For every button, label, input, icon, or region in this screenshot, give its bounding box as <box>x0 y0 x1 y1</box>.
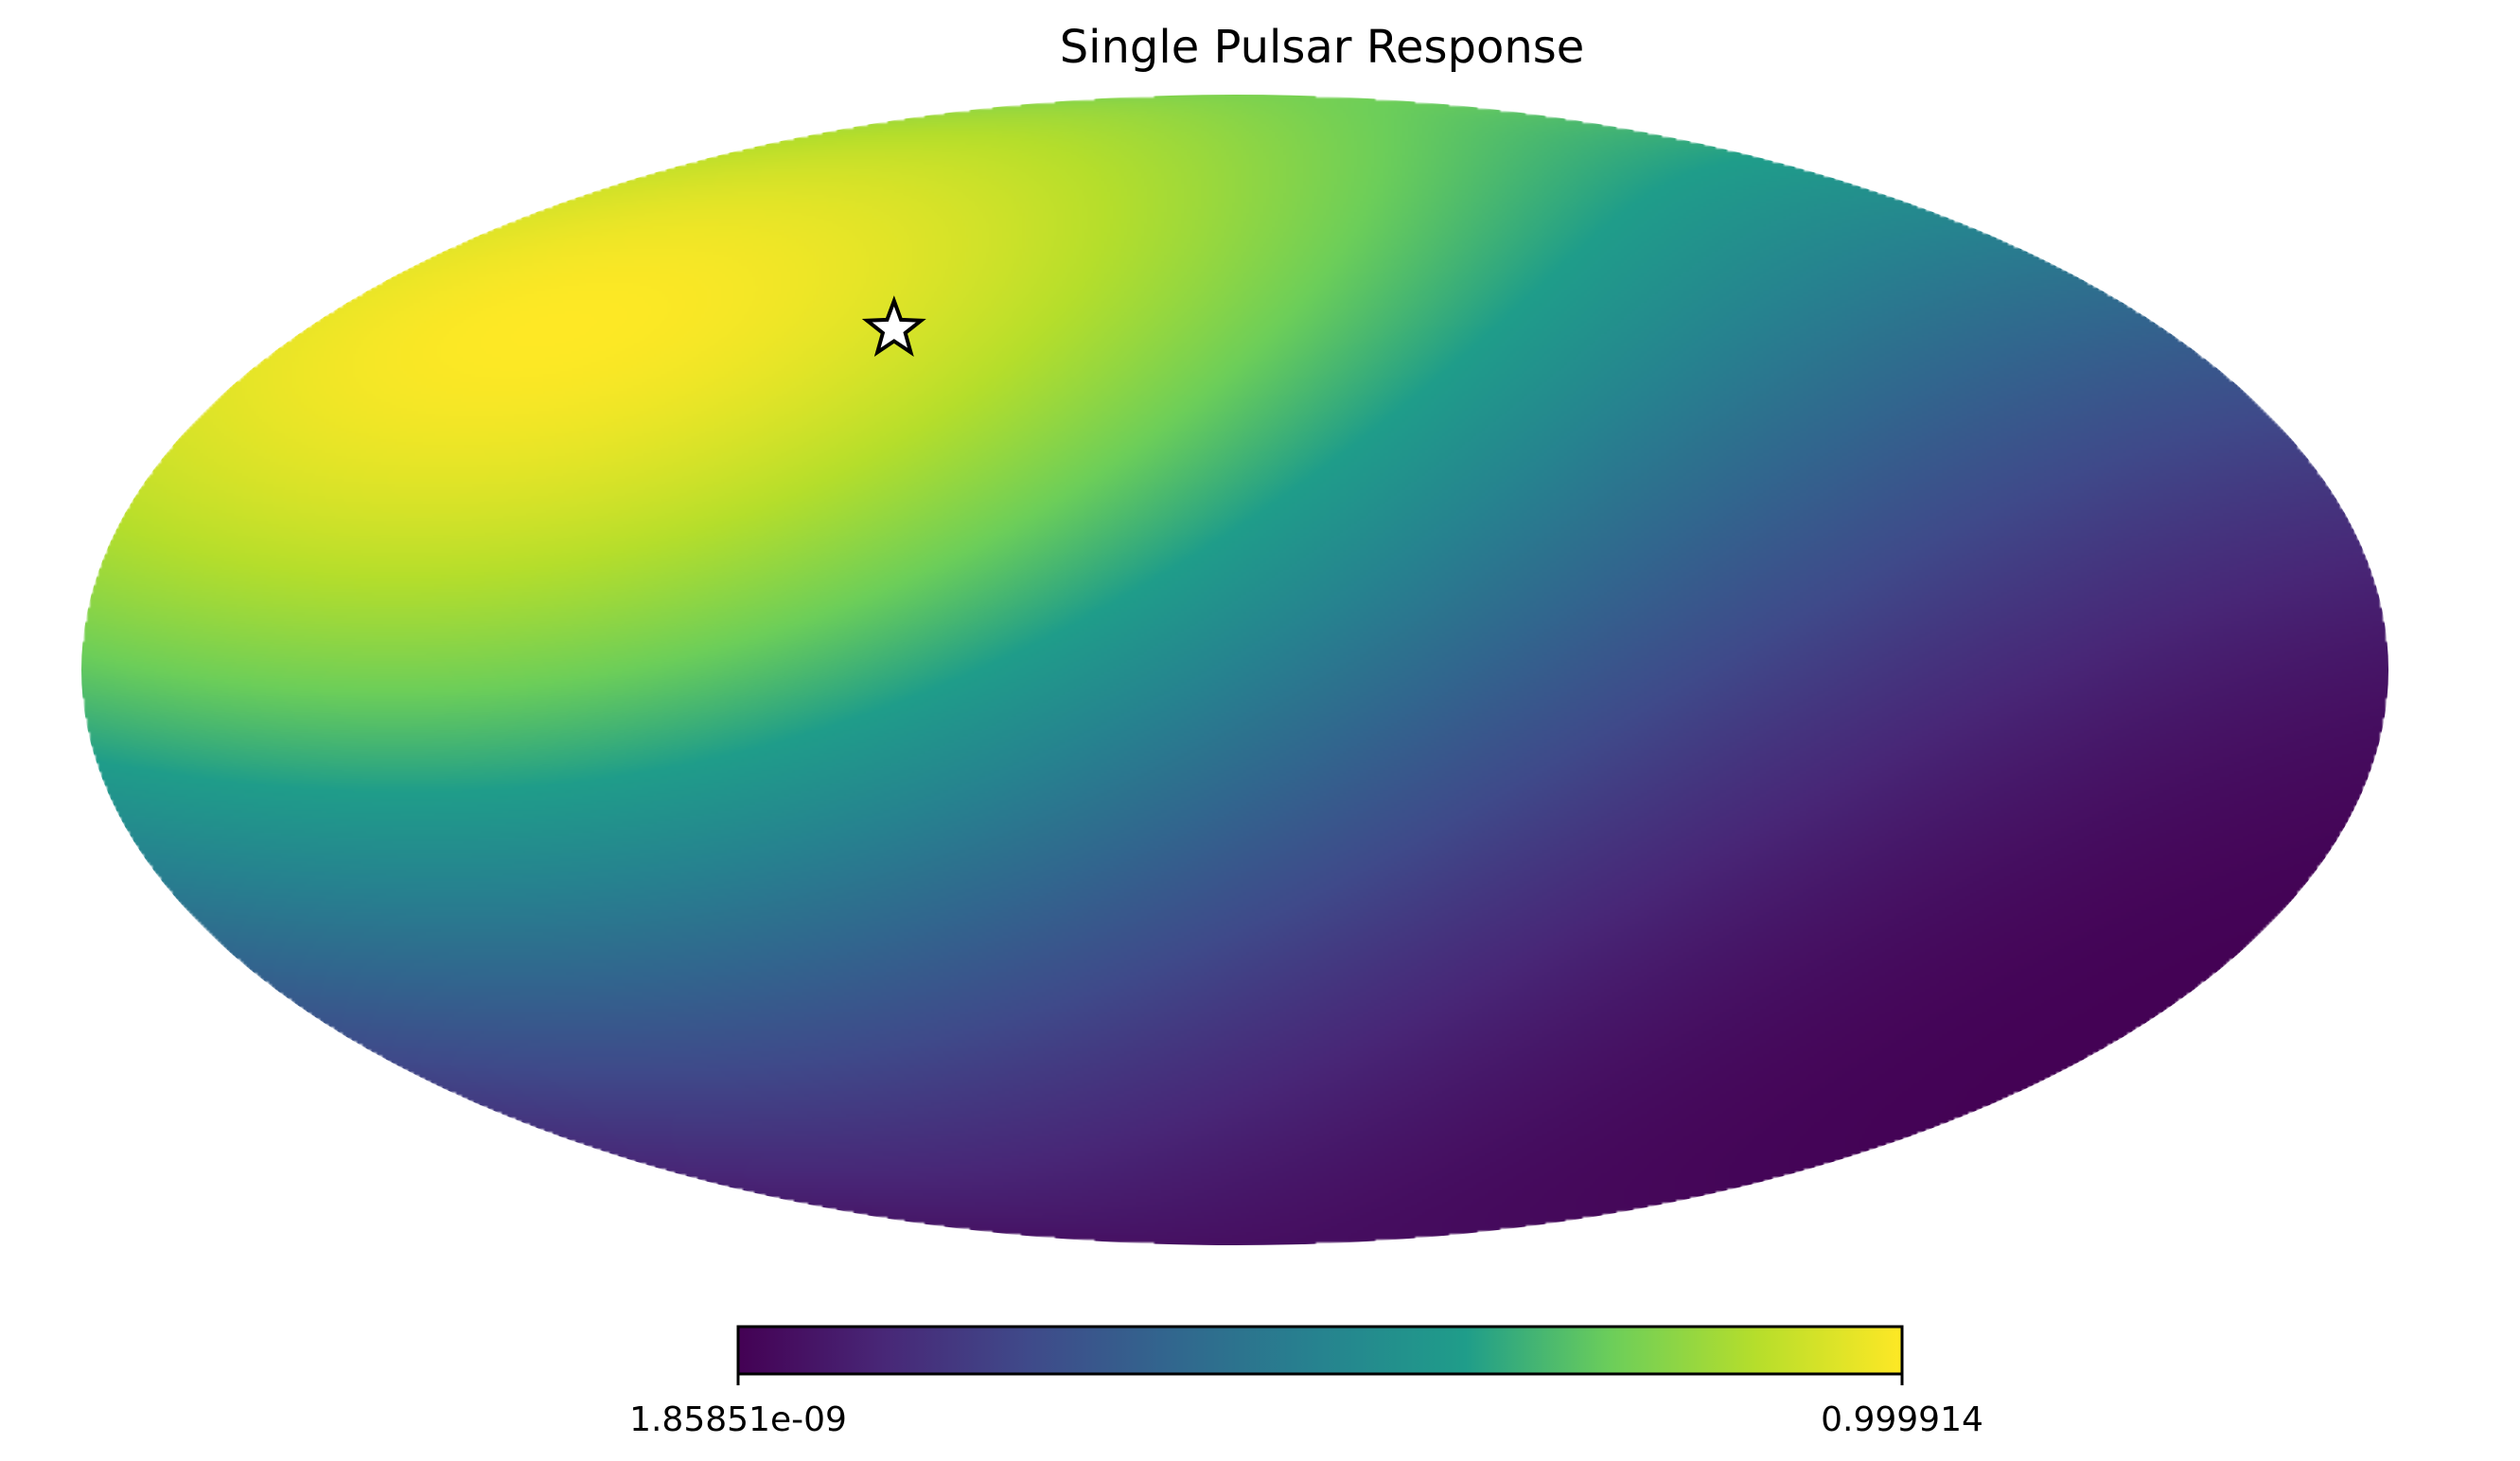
pulsar-marker <box>861 295 926 357</box>
colorbar-min-label: 1.85851e-09 <box>629 1400 847 1439</box>
sky-map-image <box>81 95 2388 1245</box>
colorbar: 1.85851e-09 0.999914 <box>629 1325 1983 1439</box>
colorbar-bar <box>736 1325 1904 1376</box>
colorbar-max-label: 0.999914 <box>1821 1400 1983 1439</box>
mollweide-sky-map <box>81 95 2388 1245</box>
chart-title: Single Pulsar Response <box>1060 21 1585 74</box>
star-icon <box>861 295 926 357</box>
